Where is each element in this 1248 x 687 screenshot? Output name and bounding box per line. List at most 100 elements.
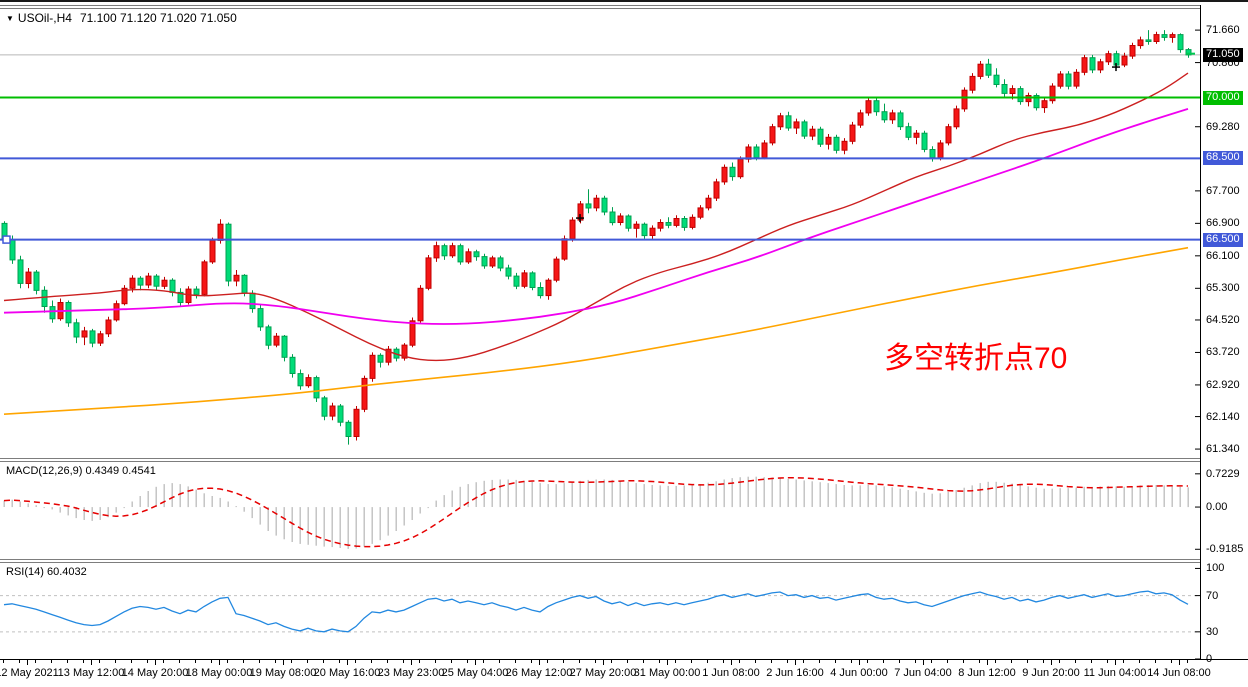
time-minor-tick	[1059, 660, 1060, 663]
time-minor-tick	[19, 660, 20, 663]
candle-body	[105, 319, 112, 335]
candle-body	[305, 377, 312, 387]
rsi-panel-divider[interactable]	[0, 559, 1248, 563]
time-major-tick	[411, 660, 412, 665]
candle-body	[265, 326, 272, 346]
time-minor-tick	[131, 660, 132, 663]
window-top-border	[0, 0, 1248, 2]
candle-body	[153, 275, 160, 287]
annotation-text[interactable]: 多空转折点70	[884, 342, 1068, 375]
time-major-tick	[1051, 660, 1052, 665]
time-major-tick	[475, 660, 476, 665]
candle-body	[705, 197, 712, 209]
macd-indicator-panel[interactable]	[0, 462, 1200, 559]
candle-body	[353, 408, 360, 437]
time-minor-tick	[291, 660, 292, 663]
time-tick-label: 9 Jun 20:00	[1022, 667, 1080, 679]
time-minor-tick	[227, 660, 228, 663]
candle-body	[1017, 88, 1024, 103]
candle-body	[625, 215, 632, 229]
candle-body	[513, 275, 520, 287]
time-tick-label: 18 May 00:00	[185, 667, 253, 679]
candle-body	[649, 227, 656, 236]
time-minor-tick	[723, 660, 724, 663]
candle-body	[41, 289, 48, 307]
price-scale[interactable]: 71.660 70.860 69.280 67.700 66.900 66.100 65.3…	[1200, 5, 1248, 665]
candle-body	[945, 126, 952, 144]
macd-histogram	[3, 476, 1189, 549]
time-tick-label: 8 Jun 12:00	[958, 667, 1016, 679]
candle-body	[761, 142, 768, 159]
candle-body	[209, 239, 216, 263]
candle-body	[1073, 71, 1080, 87]
macd-panel-divider[interactable]	[0, 458, 1248, 462]
time-minor-tick	[99, 660, 100, 663]
candles	[1, 30, 1192, 445]
collapse-quotes-icon[interactable]: ▼	[6, 14, 14, 23]
plus-marker-icon[interactable]	[1112, 63, 1120, 72]
candle-body	[321, 397, 328, 417]
time-tick-label: 12 May 2021	[0, 667, 59, 679]
candle-body	[1033, 95, 1040, 109]
time-minor-tick	[1075, 660, 1076, 663]
main-price-chart[interactable]	[0, 9, 1200, 458]
candle-body	[841, 140, 848, 151]
time-minor-tick	[211, 660, 212, 663]
candle-body	[161, 279, 168, 287]
candle-body	[73, 322, 80, 338]
candle-body	[297, 373, 304, 387]
candle-body	[905, 126, 912, 138]
candle-body	[569, 219, 576, 240]
candle-body	[1153, 34, 1160, 43]
time-tick-label: 2 Jun 16:00	[766, 667, 824, 679]
candle-body	[1057, 73, 1064, 87]
candle-body	[1009, 88, 1016, 94]
candle-body	[241, 274, 248, 294]
price-tick-label: 66.100	[1206, 249, 1240, 262]
macd-tick-label: 0.7229	[1206, 467, 1240, 480]
time-minor-tick	[515, 660, 516, 663]
time-minor-tick	[387, 660, 388, 663]
candle-body	[833, 136, 840, 151]
rsi-tick-label: 70	[1206, 589, 1219, 602]
candle-body	[249, 292, 256, 310]
time-minor-tick	[403, 660, 404, 663]
time-major-tick	[987, 660, 988, 665]
candle-body	[457, 245, 464, 263]
time-minor-tick	[1091, 660, 1092, 663]
candle-body	[281, 335, 288, 358]
time-major-tick	[923, 660, 924, 665]
time-minor-tick	[67, 660, 68, 663]
time-minor-tick	[755, 660, 756, 663]
time-minor-tick	[1155, 660, 1156, 663]
time-minor-tick	[1011, 660, 1012, 663]
time-minor-tick	[867, 660, 868, 663]
ohlc-values: 71.100 71.120 71.020 71.050	[79, 11, 237, 25]
time-minor-tick	[163, 660, 164, 663]
candle-body	[921, 132, 928, 150]
price-tick-label: 65.300	[1206, 282, 1240, 295]
plus-marker-icon[interactable]	[576, 214, 584, 223]
time-tick-label: 20 May 16:00	[313, 667, 381, 679]
candle-body	[585, 203, 592, 209]
candle-body	[361, 377, 368, 410]
candle-body	[217, 223, 224, 241]
time-tick-label: 25 May 04:00	[441, 667, 509, 679]
candle-body	[969, 75, 976, 91]
time-minor-tick	[243, 660, 244, 663]
time-minor-tick	[947, 660, 948, 663]
rsi-tick-label: 0	[1206, 653, 1213, 665]
candle-body	[537, 287, 544, 297]
time-minor-tick	[931, 660, 932, 663]
time-minor-tick	[995, 660, 996, 663]
main-panel-top-frame	[0, 5, 1248, 9]
candle-body	[185, 288, 192, 304]
time-major-tick	[731, 660, 732, 665]
candle-body	[1049, 85, 1056, 102]
time-scale[interactable]: 12 May 2021 13 May 12:00 14 May 20:00 18 Ma…	[0, 659, 1248, 687]
time-major-tick	[1179, 660, 1180, 665]
rsi-indicator-panel[interactable]	[0, 563, 1200, 659]
line-drag-handle[interactable]	[2, 235, 11, 244]
time-minor-tick	[771, 660, 772, 663]
time-major-tick	[219, 660, 220, 665]
